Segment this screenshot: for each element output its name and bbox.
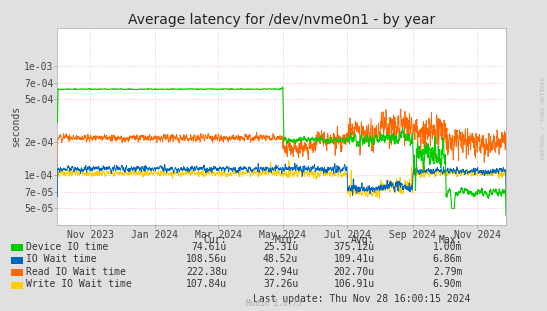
Text: Device IO time: Device IO time xyxy=(26,242,108,252)
Text: 375.12u: 375.12u xyxy=(334,242,375,252)
Text: 37.26u: 37.26u xyxy=(263,279,298,289)
Text: 6.90m: 6.90m xyxy=(433,279,462,289)
Text: Last update: Thu Nov 28 16:00:15 2024: Last update: Thu Nov 28 16:00:15 2024 xyxy=(253,294,470,304)
Text: 106.91u: 106.91u xyxy=(334,279,375,289)
Text: Min:: Min: xyxy=(275,235,298,245)
Text: 6.86m: 6.86m xyxy=(433,254,462,264)
Text: Max:: Max: xyxy=(439,235,462,245)
Text: 22.94u: 22.94u xyxy=(263,267,298,277)
Text: Write IO Wait time: Write IO Wait time xyxy=(26,279,132,289)
Text: 25.31u: 25.31u xyxy=(263,242,298,252)
Text: 48.52u: 48.52u xyxy=(263,254,298,264)
Text: Read IO Wait time: Read IO Wait time xyxy=(26,267,126,277)
Text: Avg:: Avg: xyxy=(351,235,375,245)
Text: 107.84u: 107.84u xyxy=(186,279,227,289)
Text: 2.79m: 2.79m xyxy=(433,267,462,277)
Text: 222.38u: 222.38u xyxy=(186,267,227,277)
Text: 109.41u: 109.41u xyxy=(334,254,375,264)
Text: 1.00m: 1.00m xyxy=(433,242,462,252)
Text: 202.70u: 202.70u xyxy=(334,267,375,277)
Text: 108.56u: 108.56u xyxy=(186,254,227,264)
Text: IO Wait time: IO Wait time xyxy=(26,254,97,264)
Y-axis label: seconds: seconds xyxy=(11,106,21,147)
Text: Cur:: Cur: xyxy=(203,235,227,245)
Text: Munin 2.0.75: Munin 2.0.75 xyxy=(246,299,301,308)
Text: 74.61u: 74.61u xyxy=(192,242,227,252)
Title: Average latency for /dev/nvme0n1 - by year: Average latency for /dev/nvme0n1 - by ye… xyxy=(128,13,435,27)
Text: RRDTOOL / TOBI OETIKER: RRDTOOL / TOBI OETIKER xyxy=(541,77,546,160)
